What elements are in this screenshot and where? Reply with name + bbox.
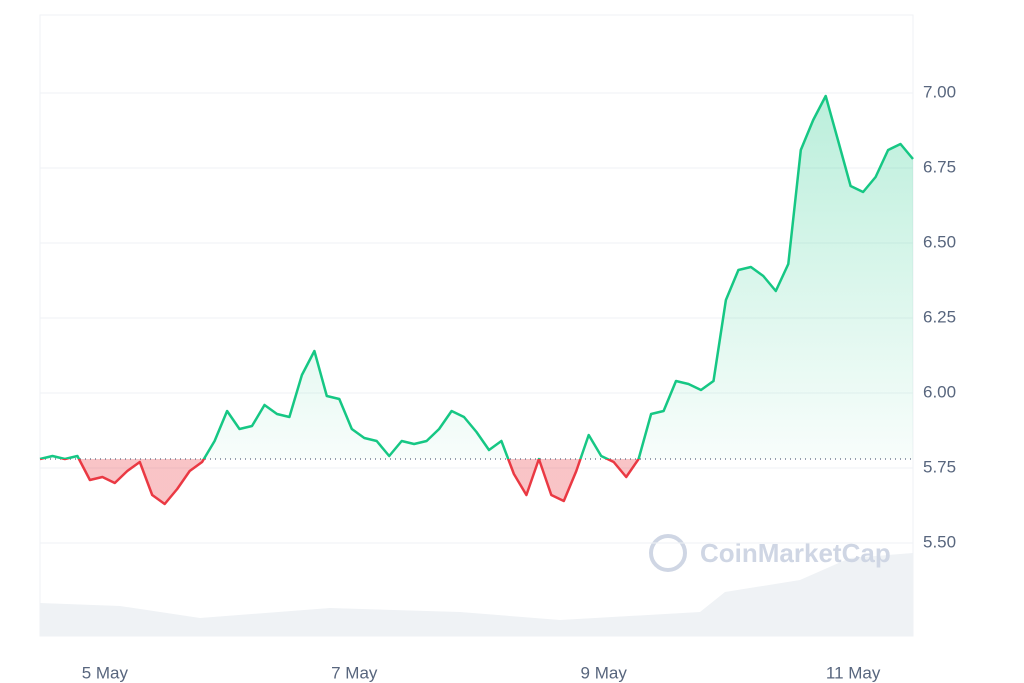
x-tick-label: 7 May (331, 663, 378, 682)
y-tick-label: 6.75 (923, 157, 956, 176)
volume-area (40, 553, 913, 636)
y-tick-label: 6.25 (923, 307, 956, 326)
price-line (39, 94, 914, 506)
watermark: CoinMarketCap (649, 534, 891, 572)
price-area (40, 96, 913, 504)
watermark-logo (649, 534, 687, 572)
x-tick-label: 9 May (581, 663, 628, 682)
x-tick-label: 5 May (82, 663, 129, 682)
x-tick-label: 11 May (826, 663, 881, 682)
y-tick-label: 6.50 (923, 232, 956, 251)
y-tick-label: 6.00 (923, 382, 956, 401)
y-tick-label: 5.50 (923, 532, 956, 551)
watermark-text: CoinMarketCap (700, 538, 891, 568)
y-tick-label: 5.75 (923, 457, 956, 476)
y-tick-label: 7.00 (923, 82, 956, 101)
